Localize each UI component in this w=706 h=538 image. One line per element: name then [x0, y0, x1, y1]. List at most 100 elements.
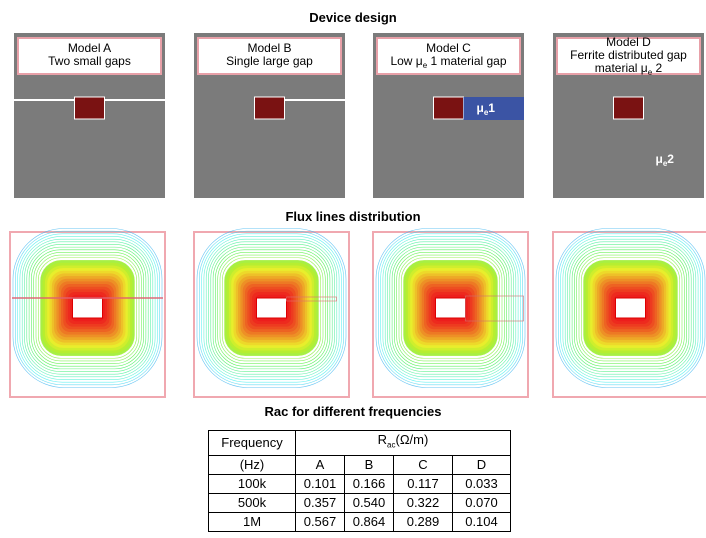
subscript: e — [663, 159, 668, 168]
gap-material — [463, 97, 524, 120]
flux-contour — [24, 241, 151, 375]
label-box — [197, 37, 342, 75]
table-cell: 0.033 — [452, 473, 511, 494]
header-cell: B — [344, 454, 394, 475]
gap-trace — [465, 295, 524, 322]
flux-contour — [203, 236, 340, 380]
flux-contour — [210, 244, 333, 372]
material-label: μe2 — [656, 152, 675, 168]
table-cell: 0.540 — [344, 492, 394, 513]
table-row: 100k 0.101 0.166 0.117 0.033 — [208, 473, 511, 494]
header-cell: Rac(Ω/m) — [295, 430, 511, 456]
header-cell: D — [452, 454, 511, 475]
text-part: ac — [387, 440, 396, 450]
flux-contour — [215, 249, 328, 367]
flux-contour — [199, 230, 344, 386]
table-cell: 0.864 — [344, 511, 394, 532]
flux-contour — [400, 257, 500, 359]
flux-contour — [212, 246, 331, 370]
header-cell: Frequency — [208, 430, 296, 456]
flux-contour — [219, 254, 324, 362]
flux-contour — [578, 254, 683, 362]
model-label: Model D — [606, 35, 651, 49]
flux-contour — [37, 257, 138, 359]
flux-contour — [377, 230, 523, 386]
flux-contour — [398, 254, 503, 362]
table-cell: 100k — [208, 473, 296, 494]
flux-contour — [205, 238, 338, 378]
subscript: e — [648, 68, 653, 77]
winding — [74, 96, 105, 120]
flux-contour — [569, 244, 692, 372]
section-title: Device design — [309, 10, 396, 25]
flux-contour — [196, 228, 347, 388]
model-label: Single large gap — [226, 54, 313, 68]
label-box — [376, 37, 521, 75]
flux-contour — [208, 241, 335, 375]
flux-contour — [217, 252, 326, 364]
text-part: (Ω/m) — [395, 432, 429, 447]
table-cell: 0.101 — [295, 473, 345, 494]
flux-contour — [576, 252, 685, 364]
flux-contour — [557, 230, 703, 386]
flux-contour — [562, 236, 699, 380]
subscript: e — [484, 108, 489, 117]
text-part: μ — [656, 152, 663, 166]
winding — [254, 96, 285, 120]
flux-contour — [17, 233, 158, 383]
gap-trace — [286, 296, 337, 302]
table-cell: 500k — [208, 492, 296, 513]
flux-contour — [222, 257, 322, 359]
flux-contour — [12, 228, 163, 388]
flux-contour — [391, 246, 510, 370]
material-label: μe1 — [477, 101, 496, 117]
table-cell: 0.289 — [393, 511, 453, 532]
flux-contour — [555, 228, 706, 388]
table-cell: 0.104 — [452, 511, 511, 532]
header-cell: A — [295, 454, 345, 475]
text-part: 2 — [667, 152, 674, 166]
table-cell: 0.322 — [393, 492, 453, 513]
core-window — [615, 297, 646, 319]
flux-contour — [382, 236, 519, 380]
flux-contour — [560, 233, 701, 383]
table-cell: 0.567 — [295, 511, 345, 532]
rac-table: Frequency Rac(Ω/m) (Hz) A B C D 100k 0.101 0.1… — [208, 430, 511, 532]
header-cell: C — [393, 454, 453, 475]
flux-contour — [15, 230, 160, 386]
flux-contour — [567, 241, 694, 375]
model-label: Two small gaps — [48, 54, 131, 68]
table-cell: 0.357 — [295, 492, 345, 513]
core-window — [72, 297, 103, 319]
flux-contour — [389, 244, 512, 372]
flux-contour — [580, 257, 680, 359]
flux-contour — [394, 249, 507, 367]
flux-contour — [574, 249, 687, 367]
winding — [433, 96, 464, 120]
text-part: μ — [477, 101, 484, 115]
text-part: 2 — [652, 61, 662, 75]
text-part: R — [377, 432, 388, 447]
label-box — [17, 37, 162, 75]
model-label: Model B — [247, 41, 291, 55]
text-part: material μ — [595, 61, 648, 75]
text-part: 1 material gap — [427, 54, 507, 68]
model-label: Ferrite distributed gap — [570, 48, 687, 62]
table-cell: 0.166 — [344, 473, 394, 494]
model-label: Low μe 1 material gap — [390, 54, 506, 70]
section-title: Flux lines distribution — [285, 209, 420, 224]
flux-contour — [31, 249, 144, 367]
core-window — [256, 297, 287, 319]
text-part: Low μ — [390, 54, 422, 68]
table-cell: 0.117 — [393, 473, 453, 494]
flux-contour — [384, 238, 517, 378]
flux-contour — [375, 228, 526, 388]
flux-contour — [571, 246, 690, 370]
flux-contour — [387, 241, 514, 375]
label-box — [556, 37, 701, 75]
gap-trace — [12, 297, 163, 299]
flux-contour — [21, 238, 154, 378]
winding — [613, 96, 644, 120]
